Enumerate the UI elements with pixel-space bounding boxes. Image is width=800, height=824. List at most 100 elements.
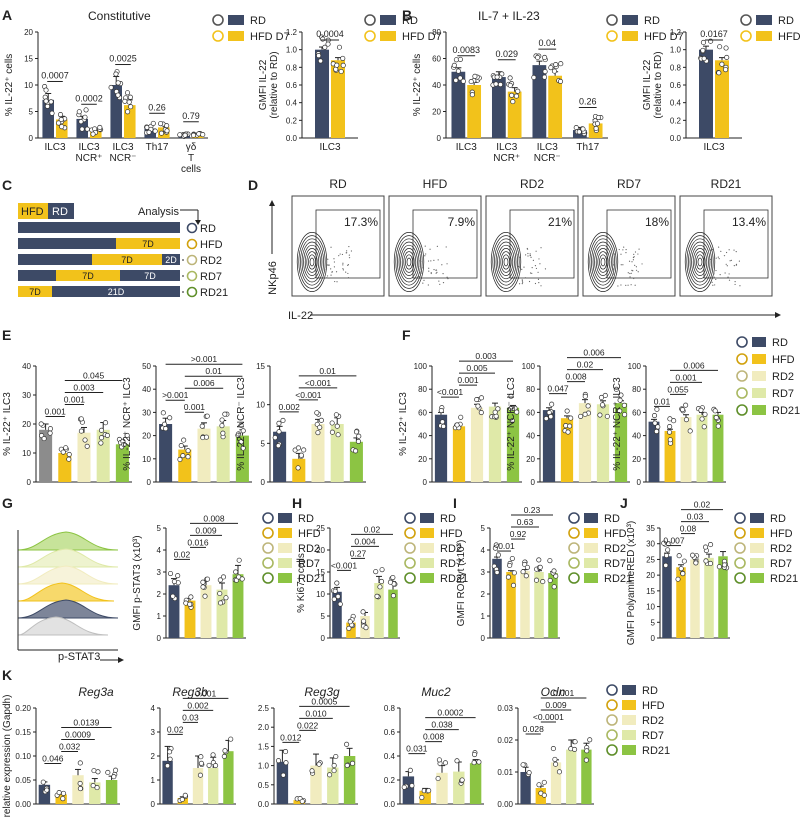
data-point bbox=[494, 569, 500, 575]
contour-line bbox=[405, 254, 413, 270]
data-point bbox=[336, 44, 343, 50]
data-point bbox=[679, 407, 686, 413]
data-point bbox=[295, 445, 302, 451]
x-tick-label: ILC3 bbox=[456, 142, 478, 153]
legend-marker-rd2 bbox=[568, 542, 580, 554]
data-point bbox=[702, 411, 708, 417]
panel-c-schematic: HFD RD Analysis RD 7D HFD 7D 2D RD2 7D 7D RD7 7D 2… bbox=[18, 203, 228, 299]
p-value-label: 0.022 bbox=[297, 720, 319, 730]
contour-line bbox=[591, 238, 615, 286]
y-tick-label: 1 bbox=[157, 612, 162, 621]
p-value-label: <0.001 bbox=[331, 560, 358, 570]
y-tick-label: 0.05 bbox=[15, 776, 31, 785]
data-point bbox=[111, 774, 117, 780]
p-value-label: 0.003 bbox=[475, 351, 497, 361]
legend-swatch-rd bbox=[380, 15, 396, 25]
histogram-trace bbox=[17, 531, 119, 551]
legend-marker-rd21 bbox=[404, 572, 416, 584]
panel-letter-f: F bbox=[402, 327, 411, 343]
legend-swatch-rd21 bbox=[750, 573, 764, 583]
data-point bbox=[179, 796, 185, 803]
bar-rd7 bbox=[327, 767, 339, 804]
event-dot bbox=[348, 254, 350, 256]
legend-j: RD HFD RD2 RD7 RD21 bbox=[734, 512, 798, 585]
k-title-reg3a: Reg3a bbox=[78, 685, 114, 699]
timeline-rd-duration: 7D bbox=[144, 271, 156, 281]
data-point bbox=[514, 409, 520, 415]
bar-rd-ilc3 bbox=[42, 99, 54, 138]
data-point bbox=[217, 590, 223, 597]
contour-line bbox=[400, 244, 418, 280]
flow-plot-title: HFD bbox=[423, 177, 448, 191]
contour-line bbox=[403, 251, 415, 273]
y-tick-label: 100 bbox=[522, 362, 536, 371]
event-dot bbox=[428, 270, 430, 272]
data-point bbox=[661, 540, 667, 546]
event-dot bbox=[710, 249, 712, 251]
data-point bbox=[548, 414, 554, 420]
event-dot bbox=[734, 283, 736, 286]
y-axis-label: relative expression (Gapdh) bbox=[2, 695, 13, 818]
flow-plot-rd: RD 17.3% bbox=[291, 177, 385, 297]
p-value-label: >0.001 bbox=[191, 354, 218, 364]
data-point bbox=[666, 429, 673, 435]
y-tick-label: 15 bbox=[646, 587, 655, 596]
data-point bbox=[676, 553, 682, 559]
data-point bbox=[334, 423, 340, 429]
y-tick-label: 80 bbox=[632, 385, 641, 394]
p-value-label: 0.008 bbox=[203, 513, 225, 523]
p-value-label: 0.046 bbox=[42, 753, 64, 763]
bar-hfd bbox=[452, 426, 466, 482]
data-point bbox=[681, 558, 687, 564]
event-dot bbox=[527, 255, 529, 257]
y-tick-label: 4 bbox=[481, 546, 486, 555]
contour-line bbox=[696, 254, 704, 270]
data-point bbox=[66, 451, 72, 457]
data-point bbox=[167, 570, 174, 577]
panel-letters: A B C D E F G H I J K bbox=[2, 7, 628, 683]
y-tick-label: 10 bbox=[142, 455, 151, 464]
data-point bbox=[531, 74, 537, 80]
legend-a2: RD HFD D7 bbox=[364, 14, 442, 43]
y-tick-label: 60 bbox=[432, 55, 441, 64]
y-tick-label: 0 bbox=[637, 478, 642, 487]
data-point bbox=[540, 579, 546, 585]
data-point bbox=[541, 74, 548, 80]
y-tick-label: 5 bbox=[157, 524, 162, 533]
event-dot bbox=[713, 272, 715, 274]
data-point bbox=[59, 124, 65, 130]
event-dot bbox=[617, 285, 619, 287]
legend-swatch-rd21 bbox=[584, 573, 598, 583]
data-point bbox=[161, 421, 168, 427]
y-tick-label: 0.02 bbox=[497, 736, 513, 745]
event-dot bbox=[728, 249, 730, 251]
histogram-trace bbox=[17, 616, 109, 636]
p-value-label: <0.01 bbox=[493, 541, 515, 551]
data-point bbox=[204, 576, 211, 582]
event-dot bbox=[424, 255, 426, 257]
data-point bbox=[543, 416, 549, 422]
legend-marker-rd bbox=[568, 512, 580, 524]
data-point bbox=[83, 107, 89, 113]
event-dot bbox=[326, 277, 328, 279]
y-tick-label: 0.2 bbox=[670, 116, 682, 125]
data-point bbox=[622, 412, 628, 418]
event-dot bbox=[635, 266, 637, 268]
bar-hfd-d7-ilc3 bbox=[715, 60, 729, 139]
data-point bbox=[617, 397, 623, 403]
panel-g-x-label: p-STAT3 bbox=[58, 651, 100, 663]
event-dot bbox=[423, 279, 425, 281]
legend-label-rd7: RD7 bbox=[642, 730, 664, 742]
timeline-hfd-duration: 7D bbox=[121, 255, 133, 265]
p-value-label: >0.001 bbox=[162, 390, 189, 400]
y-tick-label: 20 bbox=[418, 455, 427, 464]
y-tick-label: 20 bbox=[24, 28, 33, 37]
data-point bbox=[613, 386, 619, 392]
contour-line bbox=[595, 248, 611, 276]
chart-b2: 0.0 0.2 0.4 0.6 0.8 1.0 1.2 0.0167 ILC3 GMFI IL-2… bbox=[642, 28, 742, 153]
data-point bbox=[436, 757, 442, 763]
event-dot bbox=[439, 283, 441, 285]
legend-label-hfd-d7: HFD D7 bbox=[778, 31, 800, 43]
event-dot bbox=[540, 247, 542, 249]
data-point bbox=[221, 753, 227, 759]
